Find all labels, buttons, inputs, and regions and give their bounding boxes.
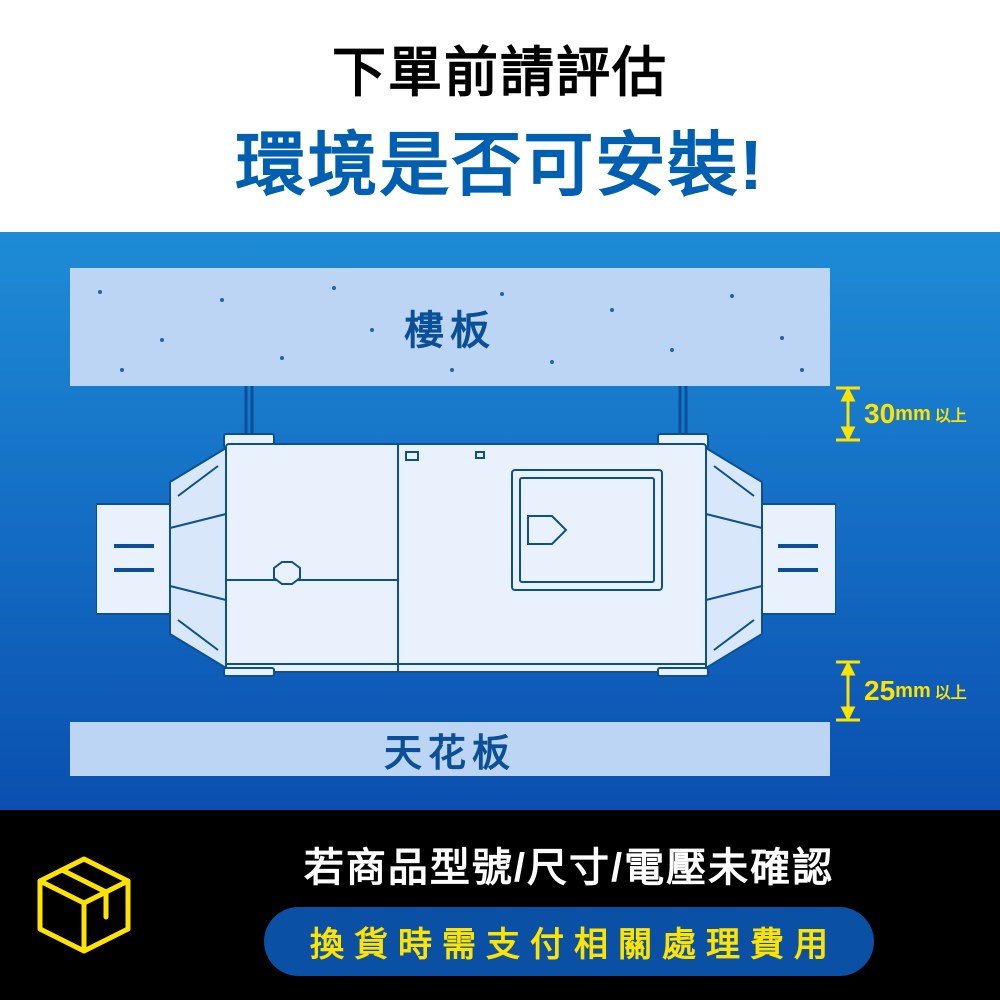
header: 下單前請評估 環境是否可安裝! [0,0,1000,210]
dimension-bracket-icon [836,386,860,442]
footer-warning: 若商品型號/尺寸/電壓未確認 換貨時需支付相關處理費用 [0,810,1000,1000]
dimension-bracket-icon [836,660,860,722]
floor-slab: 樓板 [70,268,830,386]
footer-pill: 換貨時需支付相關處理費用 [264,907,874,976]
footer-text: 若商品型號/尺寸/電壓未確認 換貨時需支付相關處理費用 [162,835,976,976]
clearance-top: 30mm 以上 [836,386,996,442]
clearance-bottom: 25mm 以上 [836,660,996,722]
installation-diagram: 樓板 [0,232,1000,810]
ceiling-board: 天花板 [70,722,830,776]
title-line-1: 下單前請評估 [0,28,1000,107]
clearance-bottom-unit: mm [895,680,931,703]
footer-line-1: 若商品型號/尺寸/電壓未確認 [162,835,976,893]
clearance-top-value: 30 [864,398,895,430]
clearance-bottom-suffix: 以上 [935,679,967,703]
ceiling-label: 天花板 [384,722,516,777]
package-icon [28,849,140,961]
clearance-top-unit: mm [895,403,931,426]
device-illustration [96,386,836,722]
clearance-bottom-value: 25 [864,675,895,707]
clearance-top-suffix: 以上 [935,402,967,426]
floor-slab-label: 樓板 [404,298,496,356]
title-line-2: 環境是否可安裝! [0,109,1000,210]
